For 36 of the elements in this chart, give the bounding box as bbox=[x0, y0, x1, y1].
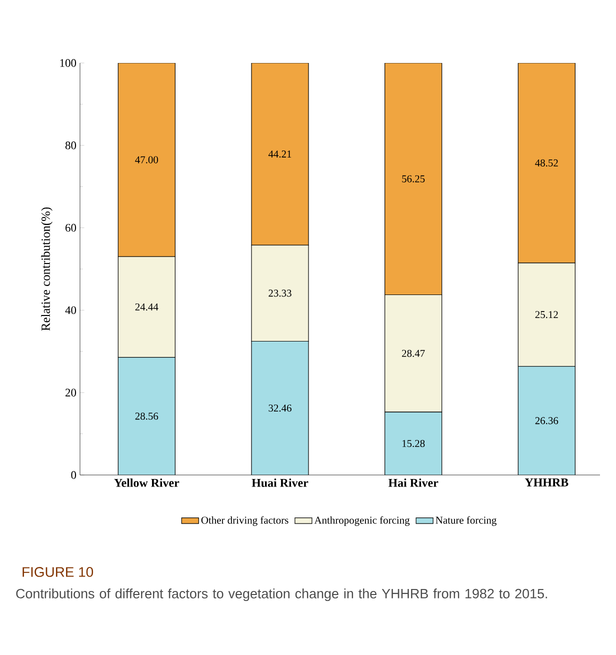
data-label: 25.12 bbox=[535, 311, 558, 318]
legend-label: Nature forcing bbox=[436, 516, 496, 526]
legend-label: Anthropogenic forcing bbox=[314, 516, 410, 526]
bar bbox=[384, 62, 442, 296]
data-label: 28.47 bbox=[402, 350, 425, 357]
y-tick-label: 0 bbox=[71, 471, 76, 479]
data-label: 28.56 bbox=[135, 412, 158, 420]
bar bbox=[251, 62, 309, 246]
bar bbox=[518, 366, 576, 475]
data-label: 23.33 bbox=[268, 290, 292, 297]
x-tick-label: YHHRB bbox=[524, 478, 568, 486]
data-label: 15.28 bbox=[402, 440, 425, 448]
legend-label: Other driving factors bbox=[201, 516, 288, 526]
x-tick-label: Huai River bbox=[252, 478, 308, 487]
text: Contributions of different factors to vegetation change in the YHHRB from 1982 to 2015. bbox=[16, 588, 548, 602]
bar bbox=[118, 357, 176, 475]
y-axis-title: Relative contribution(%) bbox=[41, 207, 52, 331]
data-label: 56.25 bbox=[402, 175, 425, 182]
data-label: 44.21 bbox=[268, 150, 292, 158]
bar bbox=[384, 412, 442, 475]
bar bbox=[118, 62, 176, 257]
y-tick-label: 20 bbox=[66, 388, 76, 396]
data-label: 24.44 bbox=[135, 303, 158, 311]
y-tick-label: 60 bbox=[66, 224, 76, 232]
text: FIGURE 10 bbox=[22, 567, 94, 577]
y-tick-label: 80 bbox=[65, 142, 76, 150]
bar bbox=[252, 341, 308, 475]
x-tick-label: Yellow River bbox=[114, 478, 180, 487]
x-tick-label: Hai River bbox=[388, 478, 438, 487]
y-tick-label: 40 bbox=[65, 306, 76, 314]
data-label: 48.52 bbox=[535, 159, 558, 166]
data-label: 32.46 bbox=[268, 404, 292, 412]
bar bbox=[518, 62, 576, 264]
data-label: 47.00 bbox=[135, 156, 158, 164]
y-tick-label: 100 bbox=[60, 59, 76, 67]
data-label: 26.36 bbox=[535, 417, 558, 424]
